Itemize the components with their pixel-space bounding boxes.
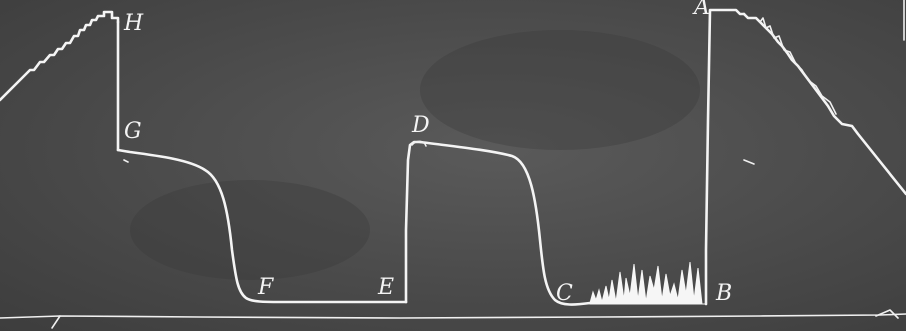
baseline-tick bbox=[875, 309, 899, 319]
label-e: E bbox=[377, 275, 394, 300]
label-b: B bbox=[715, 281, 732, 306]
noise-burst bbox=[589, 261, 706, 305]
small-mark bbox=[123, 159, 129, 163]
label-h: H bbox=[123, 11, 144, 36]
trace-segment-e-to-d bbox=[404, 140, 422, 304]
trace-segment-g-to-f bbox=[116, 148, 408, 304]
baseline-line bbox=[0, 313, 906, 319]
label-c: C bbox=[556, 281, 573, 306]
trace-segment-d-to-c bbox=[418, 140, 592, 306]
trace-segment-left-ramp bbox=[0, 10, 120, 102]
label-a: A bbox=[692, 0, 710, 20]
background-stain bbox=[130, 180, 370, 280]
small-mark bbox=[411, 140, 427, 147]
baseline-tick bbox=[51, 315, 61, 329]
label-d: D bbox=[411, 113, 430, 138]
label-f: F bbox=[257, 275, 274, 300]
trace-segment-a-ramp bbox=[742, 12, 906, 196]
small-mark bbox=[743, 159, 755, 165]
background-stain bbox=[420, 30, 700, 150]
trace-segment-a-ramp-fuzz bbox=[759, 17, 837, 115]
label-g: G bbox=[124, 119, 142, 144]
trace-segment-b-to-a bbox=[704, 8, 746, 306]
